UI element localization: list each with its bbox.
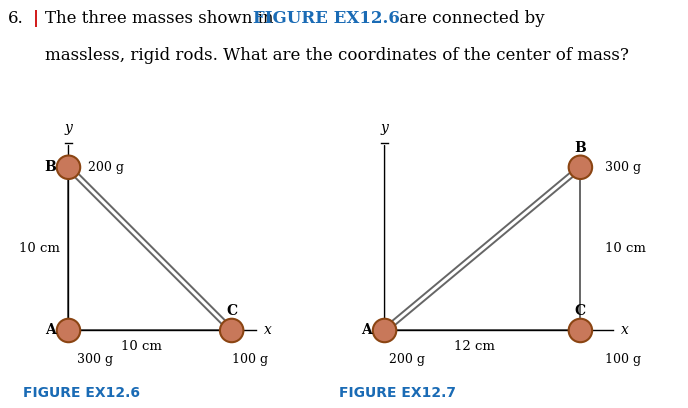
Text: 10 cm: 10 cm: [605, 242, 646, 255]
Text: A: A: [45, 324, 56, 337]
Text: 10 cm: 10 cm: [19, 242, 60, 255]
Circle shape: [569, 319, 592, 342]
Text: A: A: [361, 324, 372, 337]
Text: massless, rigid rods. What are the coordinates of the center of mass?: massless, rigid rods. What are the coord…: [45, 47, 629, 64]
Text: x: x: [621, 324, 629, 337]
Text: The three masses shown in: The three masses shown in: [45, 10, 279, 27]
Text: C: C: [575, 304, 586, 318]
Circle shape: [373, 319, 396, 342]
Text: are connected by: are connected by: [394, 10, 544, 27]
Text: 300 g: 300 g: [76, 353, 113, 366]
Circle shape: [56, 155, 80, 179]
Text: 12 cm: 12 cm: [454, 340, 495, 353]
Text: 6.: 6.: [8, 10, 24, 27]
Text: 200 g: 200 g: [389, 353, 425, 366]
Text: B: B: [45, 160, 56, 174]
Text: 100 g: 100 g: [232, 353, 268, 366]
Circle shape: [56, 319, 80, 342]
Text: C: C: [226, 304, 237, 318]
Text: y: y: [380, 121, 389, 135]
Text: FIGURE EX12.7: FIGURE EX12.7: [339, 386, 456, 400]
Circle shape: [220, 319, 244, 342]
Text: y: y: [65, 121, 72, 135]
Text: 300 g: 300 g: [605, 161, 641, 174]
Text: B: B: [574, 141, 586, 155]
Text: 100 g: 100 g: [605, 353, 641, 366]
Text: |: |: [33, 10, 39, 27]
Circle shape: [569, 155, 592, 179]
Text: x: x: [264, 324, 272, 337]
Text: FIGURE EX12.6: FIGURE EX12.6: [23, 386, 140, 400]
Text: 200 g: 200 g: [88, 161, 124, 174]
Text: FIGURE EX12.6: FIGURE EX12.6: [253, 10, 400, 27]
Text: 10 cm: 10 cm: [122, 340, 162, 353]
